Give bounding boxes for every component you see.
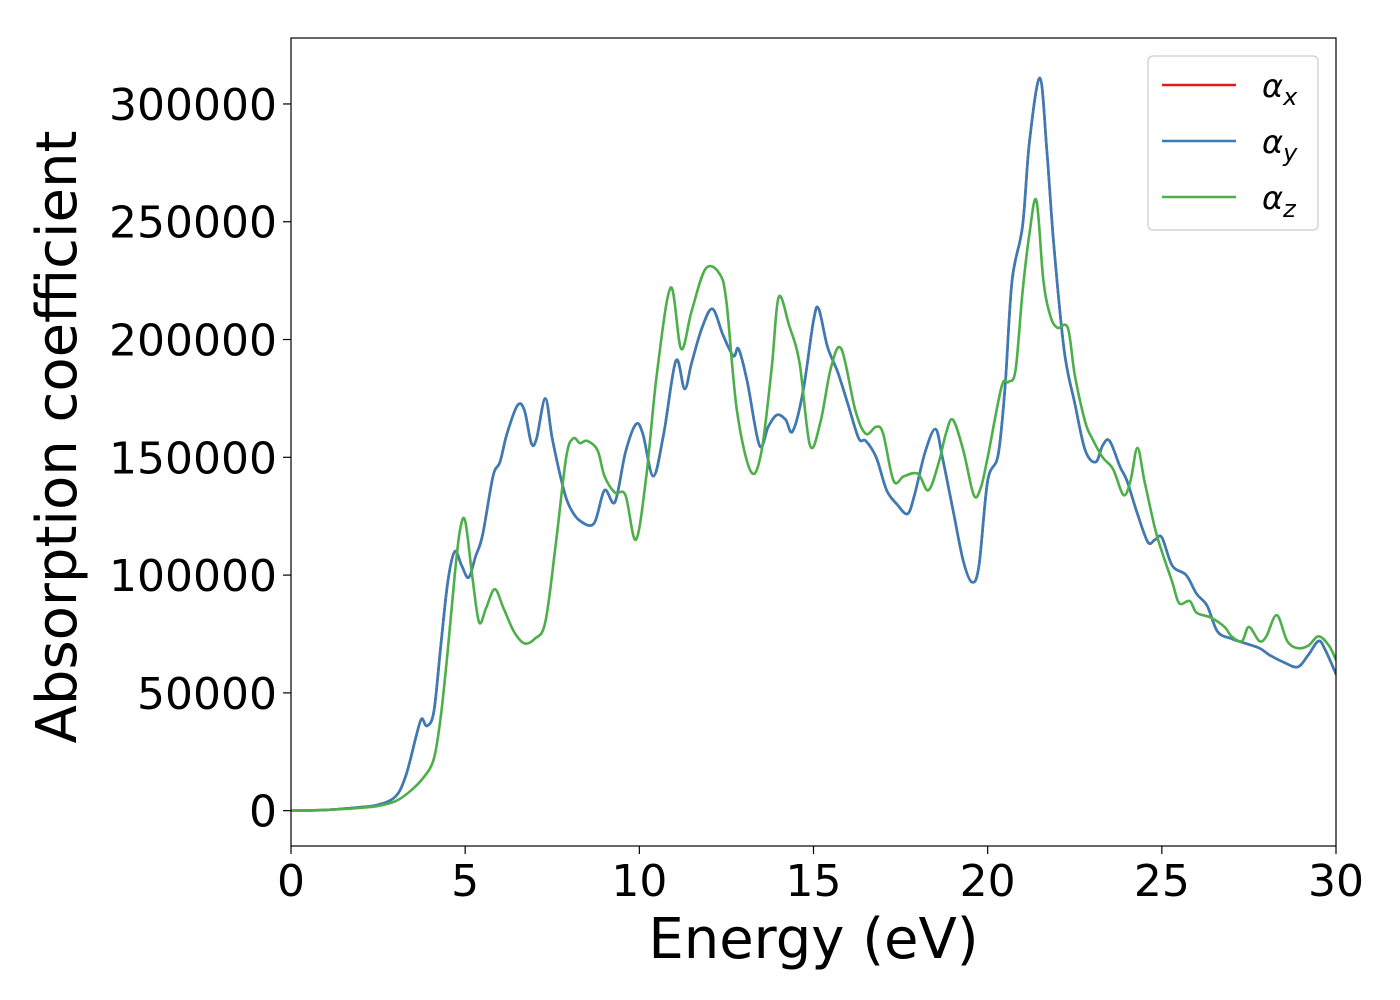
y-tick-label: 0 bbox=[249, 787, 277, 838]
y-tick-label: 150000 bbox=[109, 433, 277, 484]
x-axis-label: Energy (eV) bbox=[648, 907, 978, 972]
series-line-y bbox=[291, 76, 1336, 812]
series-layer bbox=[291, 76, 1336, 812]
legend-label-x: αx bbox=[1262, 67, 1298, 111]
x-tick-label: 25 bbox=[1134, 856, 1190, 907]
series-line-z bbox=[291, 197, 1336, 812]
legend: αx αy αz bbox=[1147, 55, 1319, 231]
x-tick-label: 10 bbox=[611, 856, 667, 907]
y-tick-label: 100000 bbox=[109, 551, 277, 602]
y-tick-label: 200000 bbox=[109, 316, 277, 367]
y-tick-label: 300000 bbox=[109, 80, 277, 131]
y-axis-ticks: 0 50000 100000 150000 200000 250000 300000 bbox=[109, 80, 291, 838]
x-tick-label: 20 bbox=[960, 856, 1016, 907]
x-tick-label: 30 bbox=[1308, 856, 1364, 907]
legend-label-z: αz bbox=[1262, 179, 1297, 223]
x-tick-label: 15 bbox=[786, 856, 842, 907]
x-tick-label: 0 bbox=[277, 856, 305, 907]
x-tick-label: 5 bbox=[451, 856, 479, 907]
y-axis-label: Absorption coefficient bbox=[25, 131, 90, 744]
y-tick-label: 250000 bbox=[109, 198, 277, 249]
legend-label-y: αy bbox=[1262, 123, 1298, 167]
y-tick-label: 50000 bbox=[137, 669, 277, 720]
x-axis-ticks: 0 5 10 15 20 25 30 bbox=[277, 846, 1364, 907]
legend-box bbox=[1147, 55, 1319, 231]
